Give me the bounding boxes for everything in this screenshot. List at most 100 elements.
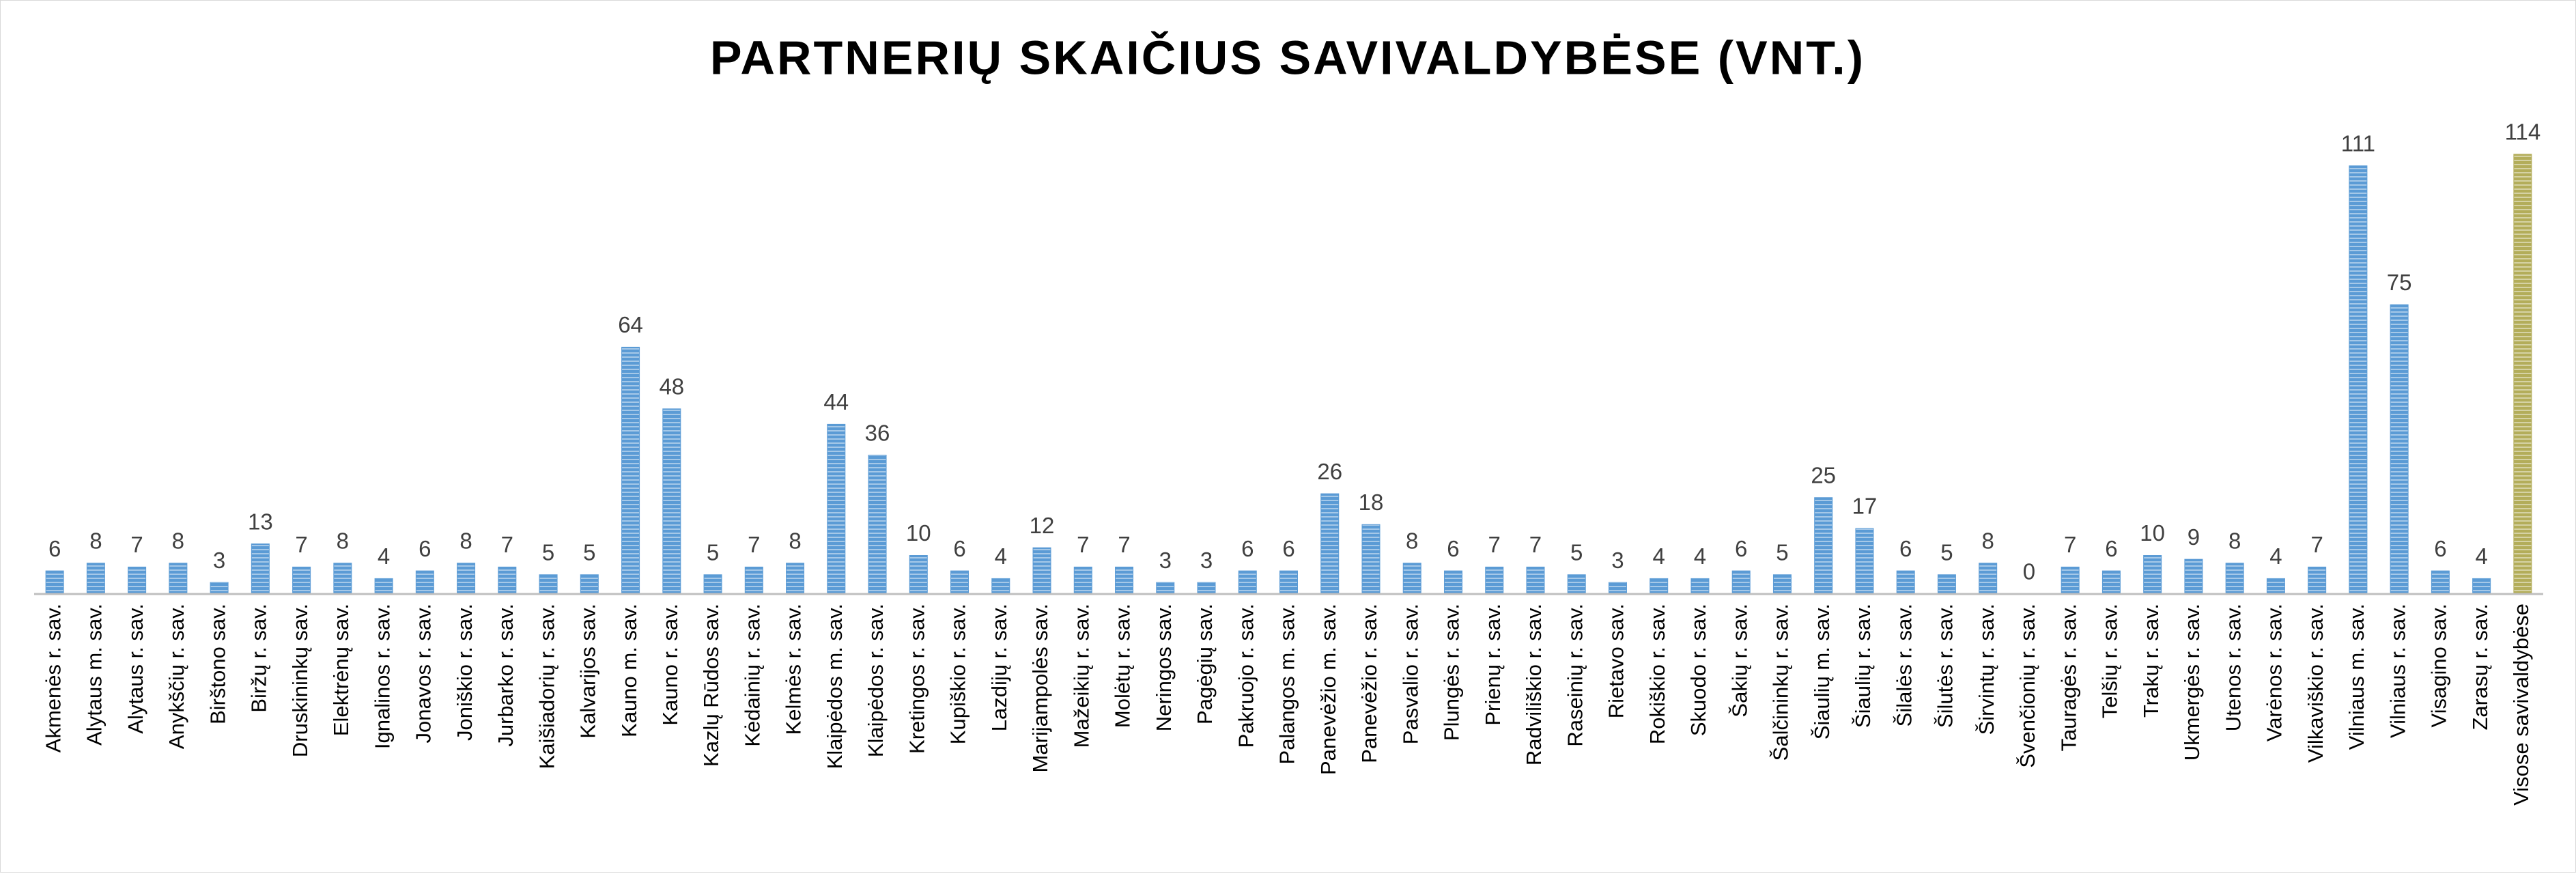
- value-label: 3: [1159, 548, 1172, 573]
- x-tick-label: Klaipėdos r. sav.: [864, 604, 888, 757]
- x-tick-label: Kėdainių r. sav.: [740, 604, 764, 747]
- value-label: 5: [707, 539, 719, 565]
- x-tick-label: Biržų r. sav.: [247, 604, 271, 713]
- value-label: 3: [1611, 548, 1624, 573]
- bar: [539, 574, 558, 595]
- bar: [950, 570, 969, 595]
- x-tick-label: Radviliškio r. sav.: [1522, 604, 1546, 765]
- x-tick-label: Klaipėdos m. sav.: [823, 604, 847, 769]
- bar: [2472, 578, 2491, 595]
- x-tick-label: Elektrėnų sav.: [329, 604, 353, 736]
- bar: [1855, 528, 1874, 595]
- bar: [457, 563, 476, 595]
- value-label: 4: [1653, 543, 1665, 569]
- bar: [909, 555, 928, 595]
- x-tick-label: Šilutės r. sav.: [1934, 604, 1957, 728]
- value-label: 17: [1852, 494, 1878, 519]
- bar: [868, 455, 887, 595]
- bar: [1937, 574, 1956, 595]
- x-tick-label: Visose savivaldybėse: [2509, 604, 2533, 806]
- value-label: 6: [48, 536, 61, 561]
- value-label: 7: [1077, 532, 1089, 557]
- bar: [2513, 154, 2532, 595]
- bar: [827, 423, 846, 595]
- x-tick-label: Trakų r. sav.: [2139, 604, 2163, 718]
- value-label: 4: [1694, 543, 1706, 569]
- x-tick-label: Molėtų r. sav.: [1111, 604, 1135, 728]
- bar: [45, 570, 64, 595]
- bar: [1772, 574, 1792, 595]
- value-label: 6: [419, 536, 431, 561]
- value-label: 7: [2310, 532, 2323, 557]
- x-tick-label: Akmenės r. sav.: [41, 604, 65, 752]
- x-tick-label: Joniškio r. sav.: [453, 604, 477, 741]
- value-label: 7: [295, 532, 307, 557]
- x-tick-label: Pakruojo r. sav.: [1234, 604, 1258, 748]
- value-label: 18: [1359, 490, 1384, 515]
- x-tick-label: Druskininkų sav.: [288, 604, 312, 757]
- value-label: 6: [2105, 536, 2117, 561]
- value-label: 6: [1735, 536, 1747, 561]
- value-label: 7: [501, 532, 513, 557]
- value-label: 7: [2064, 532, 2076, 557]
- x-tick-label: Skuodo r. sav.: [1686, 604, 1710, 736]
- x-tick-label: Kaišiadorių r. sav.: [535, 604, 558, 769]
- value-label: 4: [378, 543, 390, 569]
- x-tick-label: Kupiškio r. sav.: [946, 604, 970, 744]
- value-label: 7: [1488, 532, 1501, 557]
- x-tick-label: Šalčininkų r. sav.: [1769, 604, 1793, 761]
- value-label: 8: [1406, 528, 1418, 554]
- x-tick-label: Šiaulių r. sav.: [1851, 604, 1875, 728]
- value-label: 7: [1118, 532, 1130, 557]
- x-tick-label: Širvintų r. sav.: [1975, 604, 1998, 735]
- bar: [1979, 563, 1998, 595]
- x-tick-label: Alytaus m. sav.: [83, 604, 107, 746]
- x-tick-label: Kauno r. sav.: [658, 604, 682, 726]
- bar: [1526, 566, 1545, 595]
- value-label: 8: [89, 528, 102, 554]
- x-tick-label: Tauragės r. sav.: [2056, 604, 2080, 752]
- value-label: 26: [1317, 459, 1342, 484]
- bar: [2349, 165, 2368, 595]
- bar: [1197, 582, 1216, 595]
- bar: [662, 408, 681, 595]
- x-tick-label: Ignalinos r. sav.: [370, 604, 394, 749]
- bar: [251, 543, 270, 595]
- bar: [1814, 497, 1833, 595]
- bar: [498, 566, 517, 595]
- value-label: 6: [1899, 536, 1912, 561]
- value-label: 8: [172, 528, 184, 554]
- value-label: 6: [1241, 536, 1254, 561]
- bar: [1731, 570, 1751, 595]
- bar: [1896, 570, 1915, 595]
- x-tick-label: Vilniaus m. sav.: [2345, 604, 2368, 750]
- value-label: 13: [248, 509, 273, 534]
- bar: [744, 566, 763, 595]
- x-tick-label: Šakių r. sav.: [1727, 604, 1751, 718]
- x-tick-label: Panevėžio r. sav.: [1357, 604, 1381, 763]
- bar: [991, 578, 1010, 595]
- value-label: 3: [213, 548, 225, 573]
- x-tick-label: Vilkaviškio r. sav.: [2304, 604, 2327, 763]
- bar: [1115, 566, 1134, 595]
- bar: [2225, 563, 2244, 595]
- value-label: 12: [1030, 513, 1055, 538]
- bar: [1238, 570, 1257, 595]
- value-label: 6: [2434, 536, 2446, 561]
- value-label: 6: [1282, 536, 1294, 561]
- bar: [1279, 570, 1298, 595]
- x-tick-label: Kelmės r. sav.: [782, 604, 806, 735]
- x-tick-label: Kretingos r. sav.: [905, 604, 929, 754]
- x-tick-label: Kauno m. sav.: [617, 604, 641, 737]
- value-label: 4: [2475, 543, 2487, 569]
- bar: [1690, 578, 1710, 595]
- value-label: 5: [1940, 539, 1953, 565]
- bar: [1032, 547, 1051, 595]
- bar: [2308, 566, 2327, 595]
- value-label: 4: [2269, 543, 2282, 569]
- bar: [292, 566, 311, 595]
- x-tick-label: Neringos sav.: [1152, 604, 1176, 731]
- bar: [1361, 524, 1381, 595]
- x-tick-label: Kalvarijos sav.: [576, 604, 600, 739]
